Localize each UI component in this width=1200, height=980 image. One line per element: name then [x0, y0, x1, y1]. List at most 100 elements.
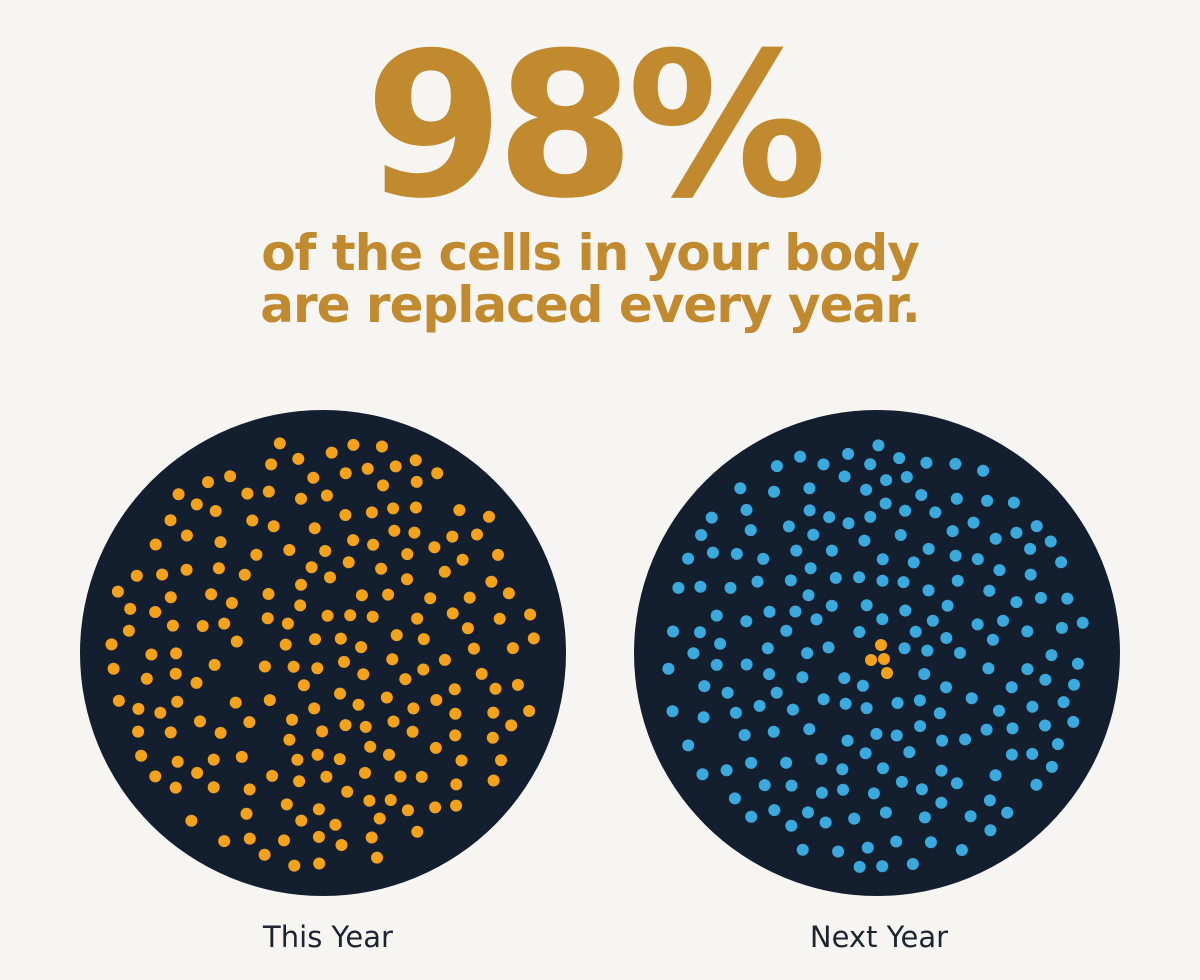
cell-dot — [1010, 596, 1023, 609]
cell-dot — [365, 831, 378, 844]
cell-dot — [984, 824, 997, 837]
cell-dot — [235, 750, 248, 763]
cell-dot — [853, 571, 866, 584]
cell-dot — [380, 691, 393, 704]
cell-dot — [156, 568, 169, 581]
cell-dot — [180, 529, 193, 542]
cell-dot — [803, 482, 816, 495]
cell-dot — [706, 546, 719, 559]
cell-dot — [267, 520, 280, 533]
cell-dot — [224, 470, 237, 483]
cell-dot — [705, 511, 718, 524]
cell-dot — [367, 538, 380, 551]
cell-dot — [763, 605, 776, 618]
cell-dot — [364, 740, 377, 753]
cell-dot — [815, 786, 828, 799]
cell-dot — [697, 711, 710, 724]
headline-line: are replaced every year. — [260, 276, 920, 334]
cell-dot — [838, 470, 851, 483]
cell-dot — [785, 779, 798, 792]
cell-dot — [785, 819, 798, 832]
cell-dot — [989, 769, 1002, 782]
cell-dot — [666, 705, 679, 718]
cell-dot — [483, 510, 495, 523]
cell-dot — [357, 668, 370, 681]
cell-dot — [132, 702, 145, 715]
cell-dot — [954, 646, 966, 659]
cell-dot — [359, 766, 371, 779]
cell-dot — [784, 574, 797, 587]
cell-dot — [294, 599, 307, 612]
cell-dot — [899, 504, 912, 517]
cell-dot — [111, 585, 124, 598]
cell-dot — [214, 536, 227, 549]
cell-dot — [1001, 806, 1014, 819]
cell-dot — [698, 680, 711, 693]
cell-dot — [399, 673, 412, 686]
cell-dot — [997, 614, 1009, 627]
cell-dot — [730, 547, 743, 560]
dots — [105, 437, 1089, 873]
cell-dot — [180, 563, 193, 576]
cell-dot — [205, 588, 218, 601]
cell-dot — [428, 541, 441, 554]
cell-dot — [971, 618, 984, 631]
cell-dot — [687, 647, 700, 660]
cell-dot — [859, 747, 872, 760]
cell-dot — [229, 696, 242, 709]
cell-dot — [329, 818, 342, 831]
cell-dot — [135, 749, 148, 762]
cell-dot — [196, 620, 209, 632]
cell-dot — [279, 638, 292, 651]
cell-dot — [410, 475, 423, 488]
cell-dot — [870, 727, 883, 740]
cell-dot — [890, 729, 903, 742]
cell-dot — [280, 798, 293, 811]
cell-dot — [951, 574, 964, 587]
cell-dot — [449, 707, 462, 720]
cell-dot — [780, 624, 793, 637]
cell-dot — [796, 671, 809, 684]
cell-dot — [894, 529, 907, 541]
cell-dot — [243, 832, 256, 845]
cell-dot — [438, 653, 451, 666]
cell-dot — [263, 694, 276, 707]
cell-dot — [971, 553, 984, 566]
cell-dot — [325, 446, 338, 459]
cell-dot — [935, 764, 948, 777]
cell-dot — [347, 534, 360, 547]
cell-dot — [740, 658, 753, 671]
cell-dot — [333, 753, 346, 766]
cell-dot — [696, 768, 709, 781]
cell-dot — [463, 591, 476, 604]
cell-dot — [344, 609, 357, 622]
cell-dot — [371, 851, 383, 864]
cell-dot — [389, 460, 402, 473]
cell-dot — [694, 626, 706, 639]
cell-dot — [825, 544, 838, 557]
cell-dot — [895, 775, 908, 788]
cell-dot — [347, 438, 360, 451]
cell-dot — [278, 834, 290, 847]
cell-dot — [292, 452, 305, 465]
cell-dot — [342, 556, 355, 569]
cell-dot — [977, 464, 990, 477]
cell-dot — [258, 660, 271, 673]
cell-dot — [471, 528, 483, 541]
cell-dot — [207, 753, 220, 766]
cell-dot — [786, 703, 799, 716]
cell-dot — [375, 562, 388, 575]
cell-dot — [980, 723, 993, 736]
cell-dot — [171, 755, 184, 768]
cell-dot — [339, 467, 352, 480]
cell-dot — [802, 589, 815, 602]
cell-dot — [1076, 616, 1089, 629]
cell-dot — [918, 668, 931, 680]
cell-dot — [1030, 520, 1043, 533]
cell-dot — [860, 702, 873, 715]
cell-dot — [1034, 591, 1047, 604]
cell-dot — [810, 613, 823, 626]
cell-dot — [243, 783, 256, 796]
cell-dot — [695, 529, 708, 541]
cell-dot — [856, 679, 869, 692]
